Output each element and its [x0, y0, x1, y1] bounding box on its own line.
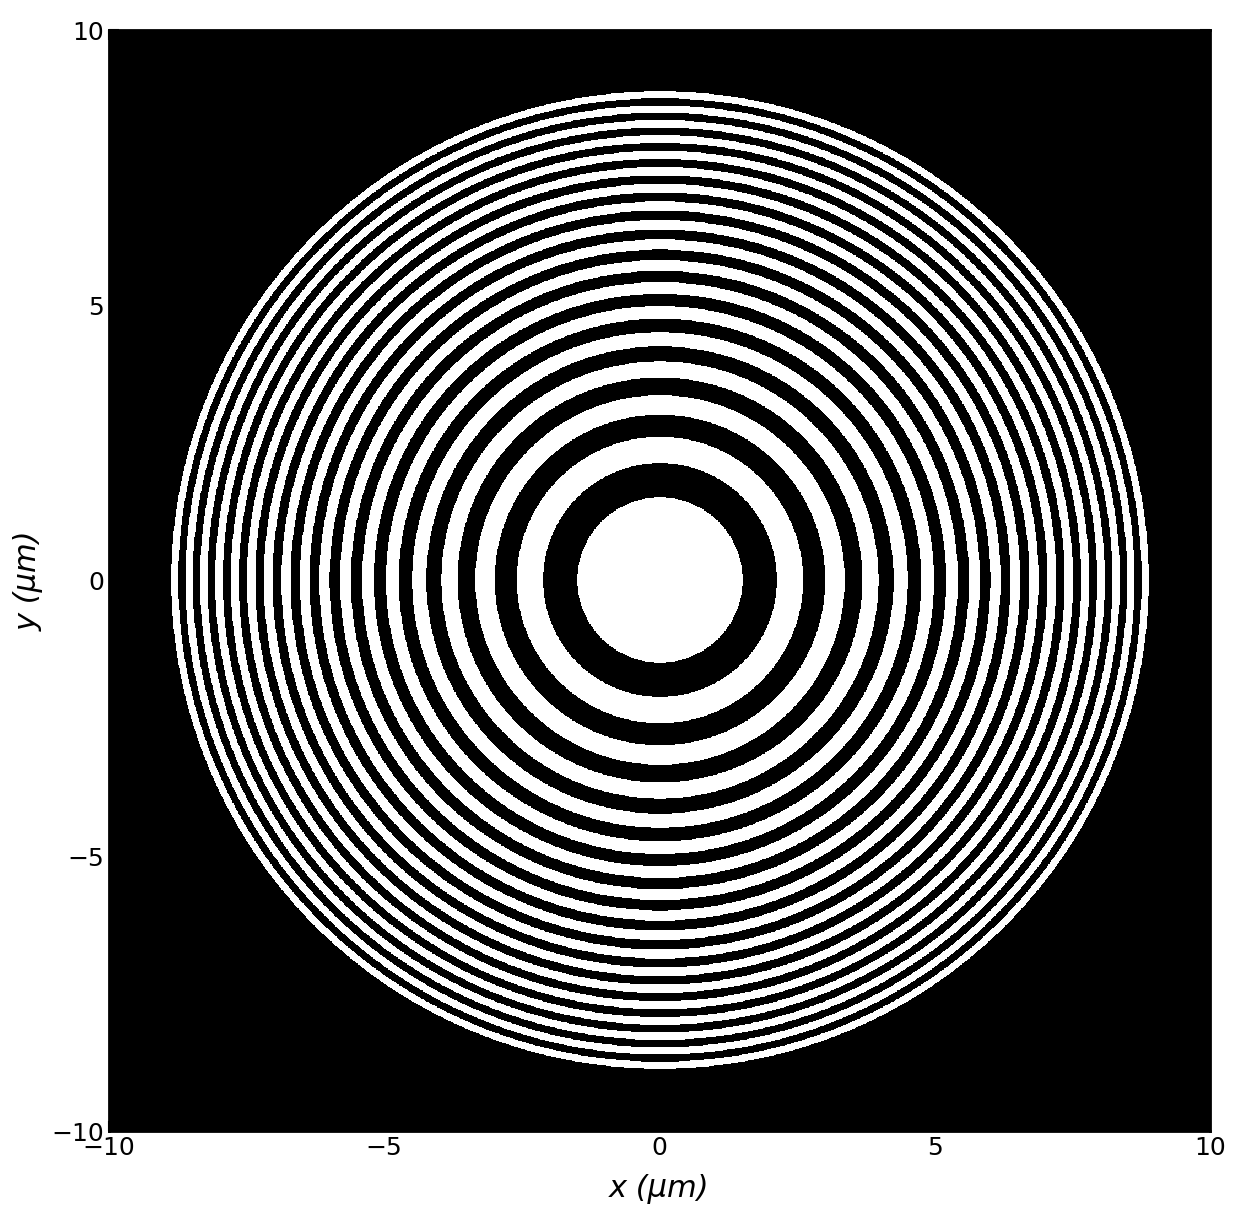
X-axis label: x (μm): x (μm): [609, 1175, 709, 1204]
Y-axis label: y (μm): y (μm): [14, 530, 45, 631]
